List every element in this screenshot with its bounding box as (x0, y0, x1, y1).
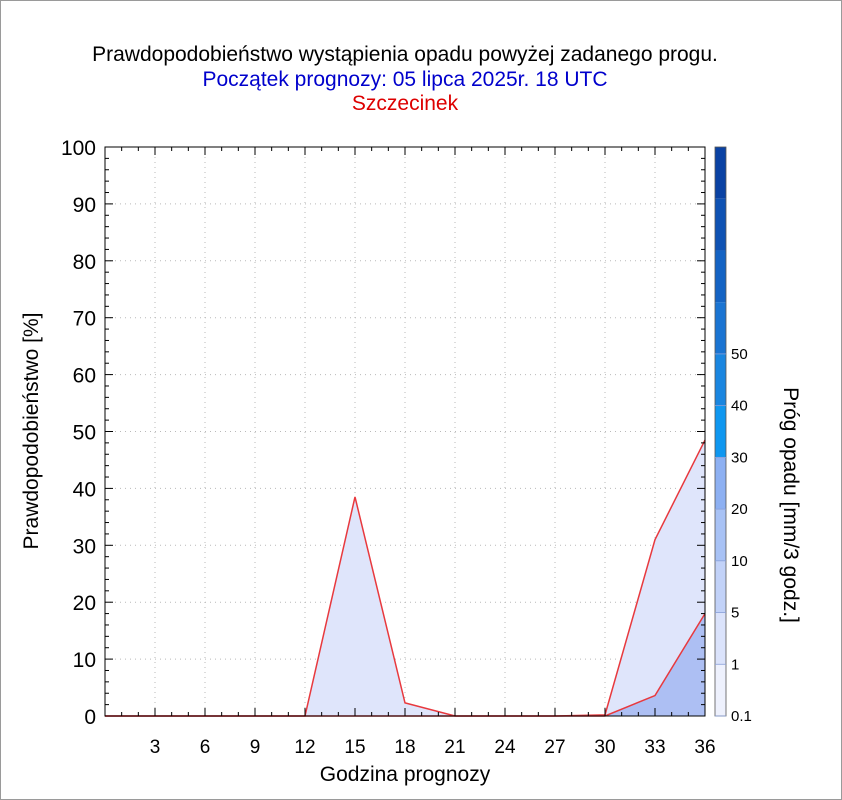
y-tick-label: 20 (73, 592, 96, 615)
colorbar-tick-label: 50 (731, 346, 748, 363)
colorbar-segment (715, 147, 726, 199)
y-tick-label: 0 (84, 706, 96, 729)
grid (105, 147, 705, 716)
x-tick-label: 24 (494, 737, 516, 758)
location-name: Szczecinek (351, 92, 459, 115)
series-areas (105, 439, 706, 717)
colorbar-segment (715, 664, 726, 716)
area-series-1 (105, 613, 705, 716)
x-tick-label: 33 (644, 737, 665, 758)
chart-subtitle: Początek prognozy: 05 lipca 2025r. 18 UT… (202, 68, 608, 91)
colorbar-tick-label: 30 (731, 449, 748, 466)
x-tick-label: 12 (294, 737, 315, 758)
colorbar-tick-label: 20 (731, 501, 748, 518)
y-tick-label: 30 (73, 535, 96, 558)
y-axis-label: Prawdopodobieństwo [%] (20, 313, 43, 550)
x-tick-label: 27 (544, 737, 565, 758)
x-tick-label: 3 (150, 737, 161, 758)
colorbar-tick-label: 5 (731, 605, 739, 622)
colorbar-segment (715, 405, 726, 458)
y-tick-label: 10 (73, 649, 96, 672)
x-tick-label: 15 (344, 737, 365, 758)
colorbar-segment (715, 509, 726, 561)
colorbar-tick-label: 10 (731, 553, 748, 570)
y-tick-label: 90 (73, 194, 96, 217)
colorbar-tick-label: 40 (731, 398, 748, 415)
x-tick-label: 18 (394, 737, 415, 758)
colorbar-segment (715, 353, 726, 406)
colorbar-segment (715, 560, 726, 613)
x-tick-label: 30 (594, 737, 615, 758)
y-tick-label: 60 (73, 365, 96, 388)
x-tick-label: 36 (694, 737, 715, 758)
colorbar-segment (715, 198, 726, 251)
colorbar: 0.1 1 5 10 20 30 40 50 (714, 146, 752, 725)
y-tick-label: 80 (73, 251, 96, 274)
line-series-0 (105, 439, 706, 717)
x-tick-label: 21 (444, 737, 465, 758)
colorbar-segment (715, 302, 726, 354)
y-tick-label: 70 (73, 308, 96, 331)
y-tick-label: 50 (73, 422, 96, 445)
colorbar-segment (715, 612, 726, 665)
x-tick-label: 6 (200, 737, 211, 758)
y-tick-label: 40 (73, 478, 96, 501)
area-series-0 (105, 440, 705, 716)
colorbar-tick-label: 1 (731, 656, 739, 673)
colorbar-segment (715, 250, 726, 303)
colorbar-label: Próg opadu [mm/3 godz.] (779, 387, 802, 623)
colorbar-segment (715, 457, 726, 510)
colorbar-tick-label: 0.1 (731, 708, 752, 725)
y-tick-label: 100 (61, 137, 96, 160)
x-axis-label: Godzina prognozy (320, 763, 491, 786)
x-tick-label: 9 (250, 737, 261, 758)
chart-title: Prawdopodobieństwo wystąpienia opadu pow… (92, 43, 718, 66)
